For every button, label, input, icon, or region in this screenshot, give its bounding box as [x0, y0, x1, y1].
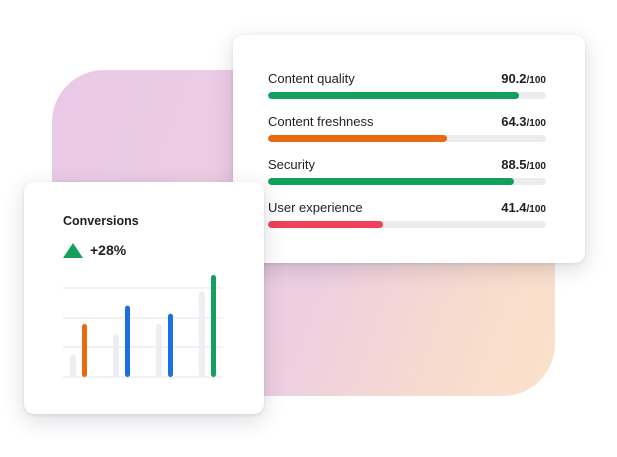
chart-bar-ghost — [199, 291, 205, 377]
metric-score: 88.5/100 — [501, 157, 546, 172]
metric-label: Content freshness — [268, 114, 374, 129]
chart-bar-ghost — [70, 354, 76, 377]
conversions-title: Conversions — [63, 214, 139, 228]
progress-track — [268, 178, 546, 185]
scores-card: Content quality 90.2/100 Content freshne… — [233, 35, 585, 263]
progress-bar-security — [268, 178, 515, 185]
chart-bar-ghost — [113, 334, 119, 377]
progress-bar-user-experience — [268, 221, 384, 228]
conversions-card: Conversions +28% — [24, 182, 264, 414]
metric-label: Security — [268, 157, 315, 172]
conversions-chart — [63, 275, 223, 378]
progress-track — [268, 221, 546, 228]
metric-score: 90.2/100 — [501, 71, 546, 86]
metric-label: Content quality — [268, 71, 355, 86]
progress-track — [268, 135, 546, 142]
chart-bar — [82, 323, 87, 377]
progress-bar-content-quality — [268, 92, 519, 99]
metric-score: 41.4/100 — [501, 200, 546, 215]
conversions-change-value: +28% — [90, 242, 127, 258]
progress-track — [268, 92, 546, 99]
chart-bar — [168, 313, 173, 377]
metric-label: User experience — [268, 200, 363, 215]
chart-bar-ghost — [156, 323, 162, 377]
progress-bar-content-freshness — [268, 135, 447, 142]
metric-score: 64.3/100 — [501, 114, 546, 129]
triangle-up-icon — [63, 243, 83, 258]
chart-bar — [211, 275, 216, 377]
chart-bar — [125, 305, 130, 377]
